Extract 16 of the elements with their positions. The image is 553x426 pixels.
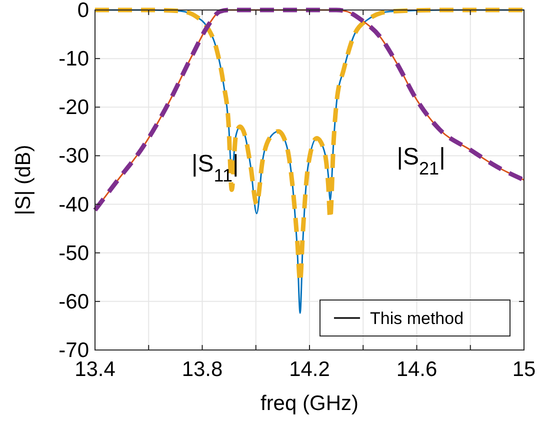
x-tick-label: 13.8: [182, 358, 223, 381]
y-tick-label: -40: [58, 193, 89, 216]
y-tick-label: -50: [58, 242, 89, 265]
annotation: |S$_{21}$|: [396, 144, 446, 179]
x-tick-label: 14.6: [396, 358, 438, 381]
x-axis-title: freq (GHz): [260, 392, 359, 415]
y-tick-label: -60: [58, 290, 89, 314]
x-tick-label: 15: [512, 358, 536, 381]
y-tick-label: -30: [58, 144, 89, 168]
y-axis-title: |S| (dB): [12, 144, 35, 216]
y-tick-label: -20: [58, 96, 89, 120]
annotation: |S$_{11}$|: [192, 150, 239, 186]
x-tick-label: 14.2: [289, 358, 330, 381]
y-tick-label: 0: [77, 0, 89, 22]
text: This method: [370, 309, 464, 328]
y-tick-label: -10: [58, 48, 89, 71]
